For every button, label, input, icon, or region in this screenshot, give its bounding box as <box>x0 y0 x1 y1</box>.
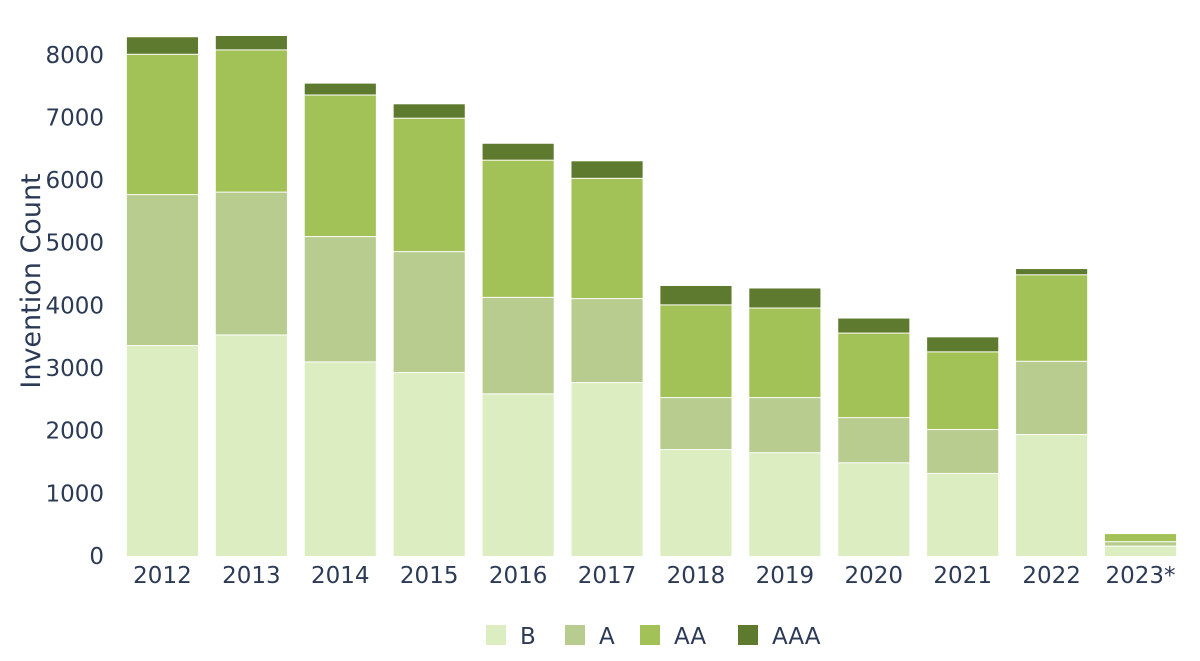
legend-swatch <box>640 625 660 645</box>
bar-segment-b <box>482 394 554 556</box>
bar-segment-a <box>215 192 287 335</box>
x-tick-label: 2013 <box>222 563 281 589</box>
bar-segment-a <box>927 430 999 473</box>
y-tick-label: 3000 <box>45 356 104 382</box>
bar-segment-aa <box>215 50 287 192</box>
bar-segment-a <box>482 297 554 394</box>
bar-segment-aaa <box>482 143 554 160</box>
bar-segment-aaa <box>660 285 732 305</box>
bar-segment-b <box>304 362 376 556</box>
bar-stack <box>838 318 910 556</box>
x-tick-label: 2018 <box>667 563 726 589</box>
bar-segment-a <box>1104 542 1177 546</box>
x-tick-label: 2019 <box>756 563 815 589</box>
bar-segment-a <box>126 195 199 346</box>
y-axis-title: Invention Count <box>16 173 47 388</box>
bar-segment-a <box>571 299 643 383</box>
bar-segment-aaa <box>393 104 465 118</box>
bar-segment-aaa <box>571 161 643 178</box>
y-tick-label: 8000 <box>45 43 104 69</box>
bar-segment-b <box>126 346 199 556</box>
bar-segment-b <box>1104 546 1177 556</box>
bar-stack <box>927 337 999 556</box>
legend-swatch <box>486 625 506 645</box>
bar-segment-b <box>749 453 821 556</box>
y-tick-label: 2000 <box>45 419 104 445</box>
bar-stack <box>1104 534 1177 556</box>
bars <box>126 36 1177 556</box>
bar-stack <box>1016 269 1088 556</box>
x-tick-label: 2012 <box>133 563 192 589</box>
bar-segment-aa <box>749 308 821 398</box>
bar-segment-aa <box>1016 275 1088 361</box>
bar-segment-aa <box>304 95 376 237</box>
bar-stack <box>215 36 287 556</box>
y-tick-label: 7000 <box>45 105 104 131</box>
y-tick-label: 1000 <box>45 481 104 507</box>
y-tick-label: 0 <box>89 544 104 570</box>
bar-segment-b <box>571 383 643 556</box>
legend-label: AAA <box>772 624 821 650</box>
bar-segment-aaa <box>215 36 287 50</box>
bar-segment-b <box>215 335 287 556</box>
bar-segment-a <box>749 398 821 453</box>
bar-segment-aa <box>571 178 643 299</box>
bar-stack <box>482 143 554 556</box>
bar-stack <box>571 161 643 556</box>
x-tick-label: 2023* <box>1106 563 1176 589</box>
bar-segment-aa <box>660 305 732 398</box>
bar-segment-aaa <box>1016 269 1088 275</box>
legend-item: B <box>486 624 536 650</box>
bar-segment-aaa <box>838 318 910 333</box>
bar-stack <box>660 285 732 556</box>
bar-segment-b <box>1016 435 1088 556</box>
bar-segment-a <box>660 398 732 450</box>
bar-stack <box>126 37 199 556</box>
legend-item: A <box>565 624 615 650</box>
bar-segment-b <box>927 473 999 556</box>
legend-swatch <box>565 625 585 645</box>
bar-segment-aaa <box>304 83 376 95</box>
bar-segment-a <box>838 418 910 463</box>
x-tick-label: 2020 <box>845 563 904 589</box>
x-tick-label: 2014 <box>311 563 370 589</box>
x-tick-label: 2017 <box>578 563 637 589</box>
y-tick-label: 6000 <box>45 168 104 194</box>
legend-label: A <box>599 624 615 650</box>
bar-segment-aaa <box>749 288 821 308</box>
legend: B A AA AAA <box>486 624 821 650</box>
y-tick-label: 5000 <box>45 231 104 257</box>
x-tick-label: 2016 <box>489 563 548 589</box>
legend-swatch <box>738 625 758 645</box>
bar-stack <box>304 83 376 556</box>
x-tick-label: 2022 <box>1022 563 1081 589</box>
legend-label: AA <box>674 624 706 650</box>
bar-segment-a <box>304 237 376 362</box>
bar-segment-aaa <box>927 337 999 352</box>
bar-stack <box>393 104 465 556</box>
bar-segment-aa <box>838 333 910 418</box>
bar-segment-aa <box>393 118 465 252</box>
x-tick-label: 2015 <box>400 563 459 589</box>
bar-segment-b <box>393 373 465 556</box>
bar-segment-b <box>838 463 910 556</box>
x-axis-ticks: 2012 2013 2014 2015 2016 2017 2018 2019 2020 2021… <box>133 563 1175 589</box>
bar-segment-aa <box>1104 534 1177 542</box>
y-axis-title-group: Invention Count <box>16 173 47 388</box>
legend-item: AAA <box>738 624 821 650</box>
bar-segment-a <box>1016 361 1088 435</box>
legend-item: AA <box>640 624 706 650</box>
bar-segment-aa <box>126 54 199 195</box>
legend-label: B <box>520 624 536 650</box>
bar-segment-aa <box>482 160 554 297</box>
bar-stack <box>749 288 821 556</box>
y-axis-ticks: 0 1000 2000 3000 4000 5000 6000 7000 8000 <box>45 43 104 570</box>
bar-segment-aaa <box>126 37 199 54</box>
bar-segment-aa <box>927 352 999 430</box>
x-tick-label: 2021 <box>933 563 992 589</box>
bar-segment-a <box>393 252 465 373</box>
bar-segment-b <box>660 450 732 556</box>
y-tick-label: 4000 <box>45 293 104 319</box>
